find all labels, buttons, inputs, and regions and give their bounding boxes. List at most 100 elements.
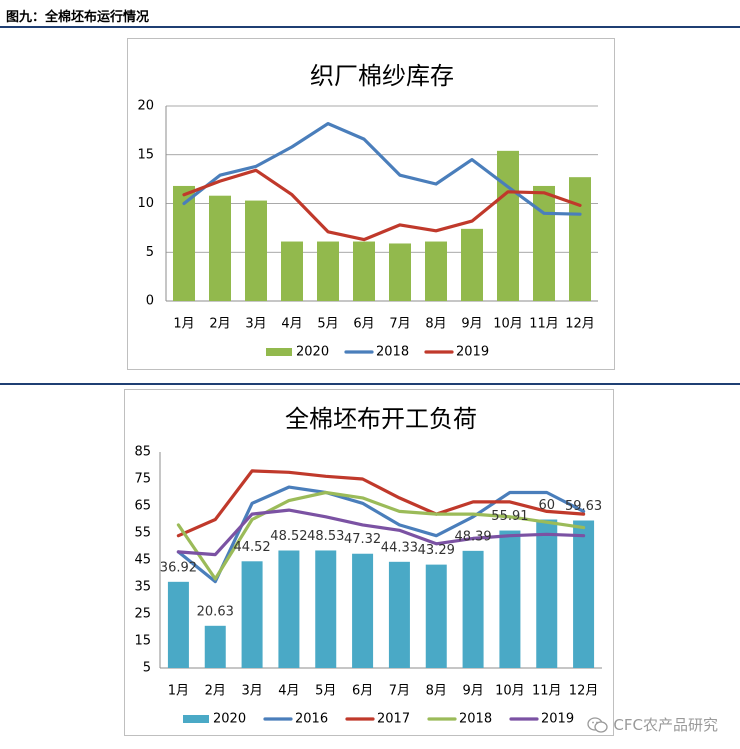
x-tick-label: 8月 (425, 317, 446, 332)
x-tick-label: 10月 (495, 684, 525, 699)
legend-label-2019: 2019 (541, 712, 574, 727)
bar-2020 (573, 520, 595, 668)
y-tick-label: 10 (137, 196, 154, 211)
y-tick-label: 55 (134, 526, 151, 541)
bar-data-label: 48.39 (454, 529, 491, 544)
bar-2020 (167, 581, 189, 668)
bar-data-label: 44.52 (233, 540, 270, 555)
top-rule (0, 26, 740, 28)
bar-2020 (317, 241, 339, 301)
bar-data-label: 48.53 (307, 529, 344, 544)
legend-label-2020: 2020 (296, 345, 329, 360)
x-tick-label: 6月 (353, 317, 374, 332)
y-tick-label: 65 (134, 499, 151, 514)
chart-panel-yarn-inventory: 织厂棉纱库存 0 5 10 15 20 1月 2月 3月 4月 5月 6月 7月 8月 9月 10月 11月 12… (127, 38, 615, 370)
line-series-2019 (182, 168, 582, 242)
x-tick-label: 2月 (205, 684, 226, 699)
x-tick-label: 7月 (389, 684, 410, 699)
bar-2020 (204, 625, 226, 668)
y-tick-label: 45 (134, 553, 151, 568)
legend-label-2018: 2018 (376, 345, 409, 360)
bar-data-label: 60 (538, 498, 555, 513)
bar-2020 (173, 185, 195, 301)
bar-data-label: 36.92 (160, 560, 197, 575)
y-tick-label: 35 (134, 580, 151, 595)
bar-data-label: 44.33 (381, 540, 418, 555)
bar-data-label: 48.52 (270, 529, 307, 544)
bar-2020 (353, 241, 375, 301)
legend-label-2019: 2019 (456, 345, 489, 360)
y-tick-label: 20 (137, 99, 154, 114)
bar-2020 (499, 530, 521, 668)
x-tick-label: 11月 (532, 684, 562, 699)
y-tick-label: 5 (143, 661, 151, 676)
bar-data-label: 47.32 (344, 532, 381, 547)
line-series-2017 (176, 469, 586, 538)
x-tick-label: 10月 (493, 317, 523, 332)
bar-2020 (569, 177, 591, 301)
y-tick-label: 75 (134, 472, 151, 487)
watermark: CFC农产品研究 (587, 714, 718, 735)
bar-2020 (425, 241, 447, 301)
bar-2020 (425, 564, 447, 668)
y-tick-label: 5 (146, 245, 154, 260)
legend-swatch-2020 (183, 715, 209, 723)
x-tick-label: 8月 (426, 684, 447, 699)
middle-rule (0, 383, 740, 385)
line-series-2019 (176, 508, 586, 557)
bar-2020 (388, 561, 410, 668)
legend-label-2017: 2017 (377, 712, 410, 727)
greige-load-chart: 全棉坯布开工负荷 5 15 25 35 45 55 65 75 85 1月 2月 3月 4月 5月 6月 7月 8… (134, 405, 602, 727)
x-tick-label: 4月 (281, 317, 302, 332)
x-tick-label: 6月 (352, 684, 373, 699)
legend-label-2016: 2016 (295, 712, 328, 727)
x-tick-label: 9月 (462, 684, 483, 699)
bar-2020 (245, 200, 267, 301)
legend-swatch-2020 (266, 348, 292, 356)
bar-2020 (315, 550, 337, 668)
x-tick-label: 3月 (241, 684, 262, 699)
chart-title: 织厂棉纱库存 (310, 62, 454, 90)
x-tick-label: 7月 (389, 317, 410, 332)
bar-2020 (497, 150, 519, 301)
bar-data-label: 59.63 (565, 499, 602, 514)
bar-2020 (389, 243, 411, 301)
bar-2020 (462, 550, 484, 668)
bar-2020 (278, 550, 300, 668)
bar-2020 (352, 553, 374, 668)
bar-data-label: 20.63 (197, 604, 234, 619)
bar-2020 (461, 228, 483, 301)
x-tick-label: 12月 (565, 317, 595, 332)
line-series-2016 (176, 485, 586, 584)
x-tick-label: 1月 (168, 684, 189, 699)
bar-2020 (533, 185, 555, 301)
x-tick-label: 5月 (317, 317, 338, 332)
bar-data-label: 55.91 (491, 509, 528, 524)
y-tick-label: 85 (134, 445, 151, 460)
x-tick-label: 1月 (173, 317, 194, 332)
y-tick-label: 15 (137, 147, 154, 162)
x-tick-label: 11月 (529, 317, 559, 332)
y-tick-label: 0 (146, 294, 154, 309)
bar-data-label: 43.29 (418, 543, 455, 558)
line-series-2018 (176, 490, 586, 581)
line-series-2018 (182, 121, 582, 216)
legend-label-2018: 2018 (459, 712, 492, 727)
x-tick-label: 4月 (278, 684, 299, 699)
bar-2020 (281, 241, 303, 301)
x-tick-label: 2月 (209, 317, 230, 332)
x-tick-label: 9月 (461, 317, 482, 332)
legend-label-2020: 2020 (213, 712, 246, 727)
chart-title: 全棉坯布开工负荷 (285, 405, 477, 433)
bar-2020 (241, 561, 263, 668)
figure-title: 图九：全棉坯布运行情况 (6, 10, 150, 25)
x-tick-label: 5月 (315, 684, 336, 699)
wechat-icon (587, 716, 609, 733)
bar-2020 (536, 519, 558, 668)
x-tick-label: 3月 (245, 317, 266, 332)
x-tick-label: 12月 (569, 684, 599, 699)
chart-panel-greige-load: 全棉坯布开工负荷 5 15 25 35 45 55 65 75 85 1月 2月 3月 4月 5月 6月 7月 8… (124, 389, 614, 736)
watermark-text: CFC农产品研究 (613, 716, 718, 734)
y-tick-label: 25 (134, 607, 151, 622)
yarn-inventory-chart: 织厂棉纱库存 0 5 10 15 20 1月 2月 3月 4月 5月 6月 7月 8月 9月 10月 11月 12… (137, 62, 598, 360)
